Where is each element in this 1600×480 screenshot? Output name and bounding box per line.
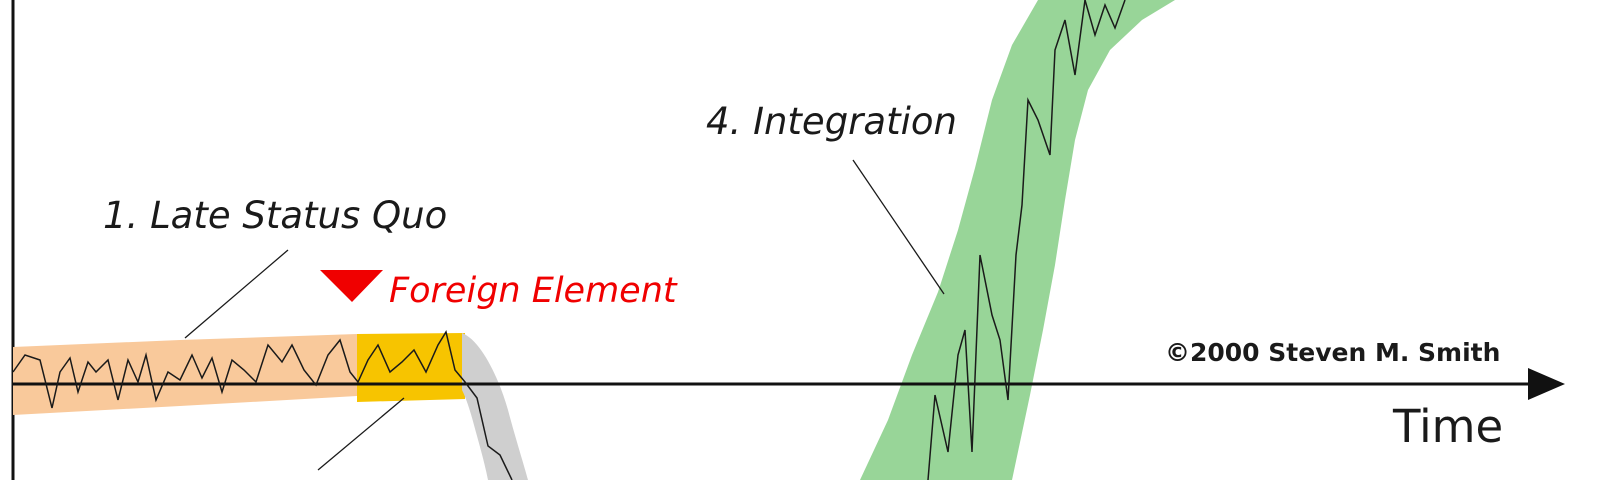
foreign-element-label: Foreign Element <box>389 271 678 311</box>
time-axis-arrowhead <box>1528 368 1565 400</box>
copyright-credit: ©2000 Steven M. Smith <box>1165 338 1500 367</box>
integration-leader <box>852 159 945 295</box>
chaos-band <box>462 333 528 480</box>
foreign-element-leader <box>317 397 405 471</box>
status-quo-band <box>13 334 357 415</box>
performance-trace-status-quo <box>12 330 513 480</box>
status-quo-label: 1. Late Status Quo <box>103 194 447 237</box>
status-quo-leader <box>184 249 289 339</box>
x-axis-title: Time <box>1392 400 1503 453</box>
performance-trace-integration <box>927 0 1086 480</box>
integration-label: 4. Integration <box>706 100 957 143</box>
performance-trace-integration-top <box>1084 0 1126 38</box>
foreign-element-marker <box>320 270 383 302</box>
